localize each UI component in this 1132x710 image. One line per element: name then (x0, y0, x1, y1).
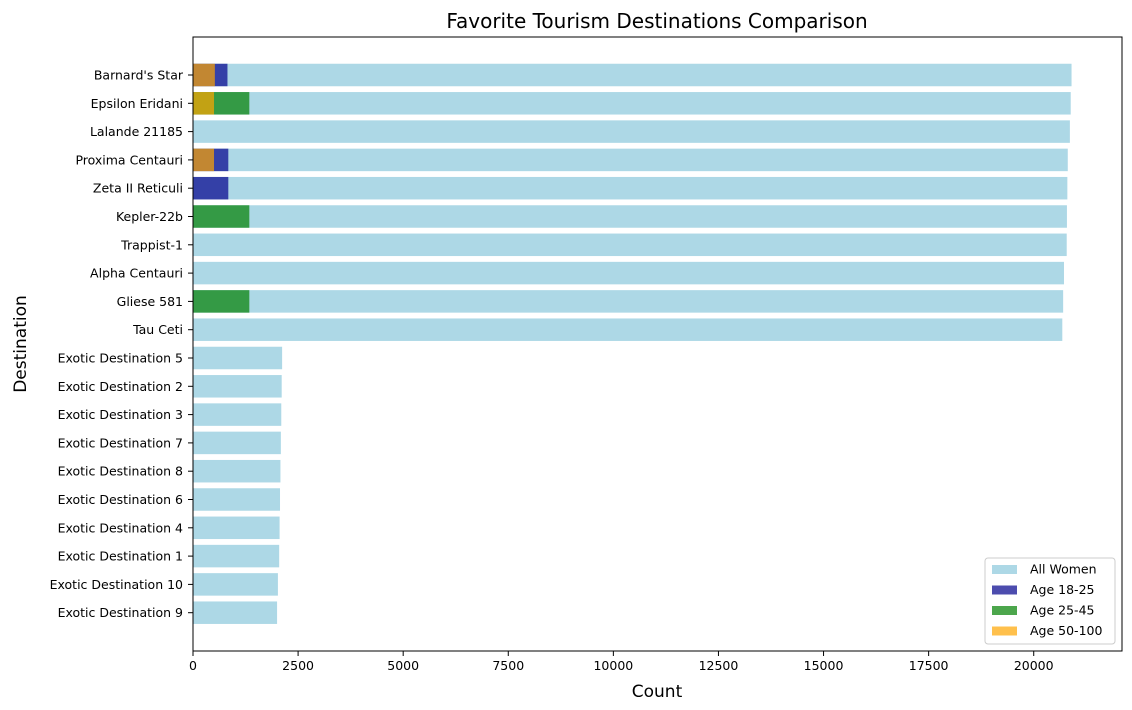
y-tick-label-14: Exotic Destination 8 (58, 464, 183, 479)
bar-all-women-10 (193, 346, 283, 370)
legend-swatch-2 (992, 606, 1017, 615)
legend: All Women Age 18-25 Age 25-45 Age 50-100 (984, 557, 1116, 645)
legend-label-0: All Women (1030, 562, 1097, 577)
bar-all-women-14 (193, 459, 281, 483)
y-tick-label-0: Barnard's Star (94, 68, 184, 83)
legend-swatch-0 (992, 565, 1017, 574)
y-tick-label-6: Trappist-1 (120, 237, 183, 252)
x-tick-label-6: 15000 (804, 658, 844, 673)
x-tick-label-5: 12500 (699, 658, 739, 673)
x-tick-label-4: 10000 (593, 658, 633, 673)
bar-all-women-5 (193, 205, 1067, 228)
legend-label-2: Age 25-45 (1030, 603, 1094, 618)
y-axis: Barnard's Star Epsilon Eridani Lalande 211… (50, 68, 193, 620)
legend-label-3: Age 50-100 (1030, 623, 1102, 638)
y-tick-label-5: Kepler-22b (116, 209, 183, 224)
bar-all-women-18 (193, 573, 278, 596)
plot-frame (192, 36, 1123, 652)
x-tick-label-3: 7500 (492, 658, 524, 673)
legend-box (984, 557, 1116, 645)
bar-all-women-8 (193, 290, 1064, 313)
bar-age-50-100-0 (193, 63, 215, 87)
bar-all-women-12 (193, 403, 282, 426)
y-tick-label-17: Exotic Destination 1 (58, 549, 183, 564)
bar-age-25-45-5 (193, 205, 250, 228)
bar-all-women-11 (193, 375, 282, 398)
bar-all-women-9 (193, 318, 1063, 341)
legend-swatch-1 (992, 585, 1017, 595)
y-tick-label-4: Zeta II Reticuli (93, 181, 183, 196)
legend-swatch-3 (992, 626, 1017, 636)
y-tick-label-18: Exotic Destination 10 (50, 577, 183, 592)
bar-all-women-3 (193, 148, 1068, 172)
x-tick-label-7: 17500 (909, 658, 949, 673)
y-tick-label-3: Proxima Centauri (75, 152, 183, 167)
y-axis-title: Destination (11, 295, 31, 393)
y-tick-label-19: Exotic Destination 9 (58, 605, 183, 620)
y-tick-label-1: Epsilon Eridani (91, 96, 183, 111)
x-tick-label-8: 20000 (1014, 658, 1054, 673)
y-tick-label-9: Tau Ceti (132, 322, 183, 337)
bar-all-women-16 (193, 516, 280, 540)
bar-all-women-6 (193, 233, 1067, 257)
x-axis: 0 2500 5000 7500 10000 12500 15000 17500 20000 (189, 651, 1054, 673)
bar-all-women-2 (193, 120, 1070, 143)
y-tick-label-11: Exotic Destination 2 (58, 379, 183, 394)
y-tick-label-10: Exotic Destination 5 (58, 351, 183, 366)
bar-age-18-25-4 (193, 176, 229, 200)
x-tick-label-1: 2500 (282, 658, 314, 673)
y-tick-label-7: Alpha Centauri (90, 266, 183, 281)
chart-title: Favorite Tourism Destinations Comparison (446, 9, 867, 33)
y-tick-label-13: Exotic Destination 7 (58, 435, 183, 450)
bar-all-women-19 (193, 601, 278, 624)
y-tick-label-12: Exotic Destination 3 (58, 407, 183, 422)
bar-all-women-17 (193, 544, 280, 568)
y-tick-label-2: Lalande 21185 (90, 124, 183, 139)
bar-age-25-45-8 (193, 290, 250, 313)
bar-all-women-0 (193, 63, 1072, 87)
bar-all-women-13 (193, 431, 281, 455)
x-tick-label-2: 5000 (387, 658, 419, 673)
bar-all-women-15 (193, 488, 281, 511)
x-axis-title: Count (632, 682, 683, 702)
bar-all-women-1 (193, 92, 1071, 115)
y-tick-label-8: Gliese 581 (117, 294, 183, 309)
y-tick-label-15: Exotic Destination 6 (58, 492, 183, 507)
bar-all-women-4 (193, 176, 1068, 200)
bar-age-50-100-3 (193, 148, 215, 172)
y-tick-label-16: Exotic Destination 4 (58, 520, 183, 535)
bar-all-women-7 (193, 261, 1064, 285)
plot-area (193, 63, 1072, 624)
x-tick-label-0: 0 (189, 658, 197, 673)
bar-age-50-100-1 (193, 92, 215, 115)
legend-label-1: Age 18-25 (1030, 582, 1094, 597)
